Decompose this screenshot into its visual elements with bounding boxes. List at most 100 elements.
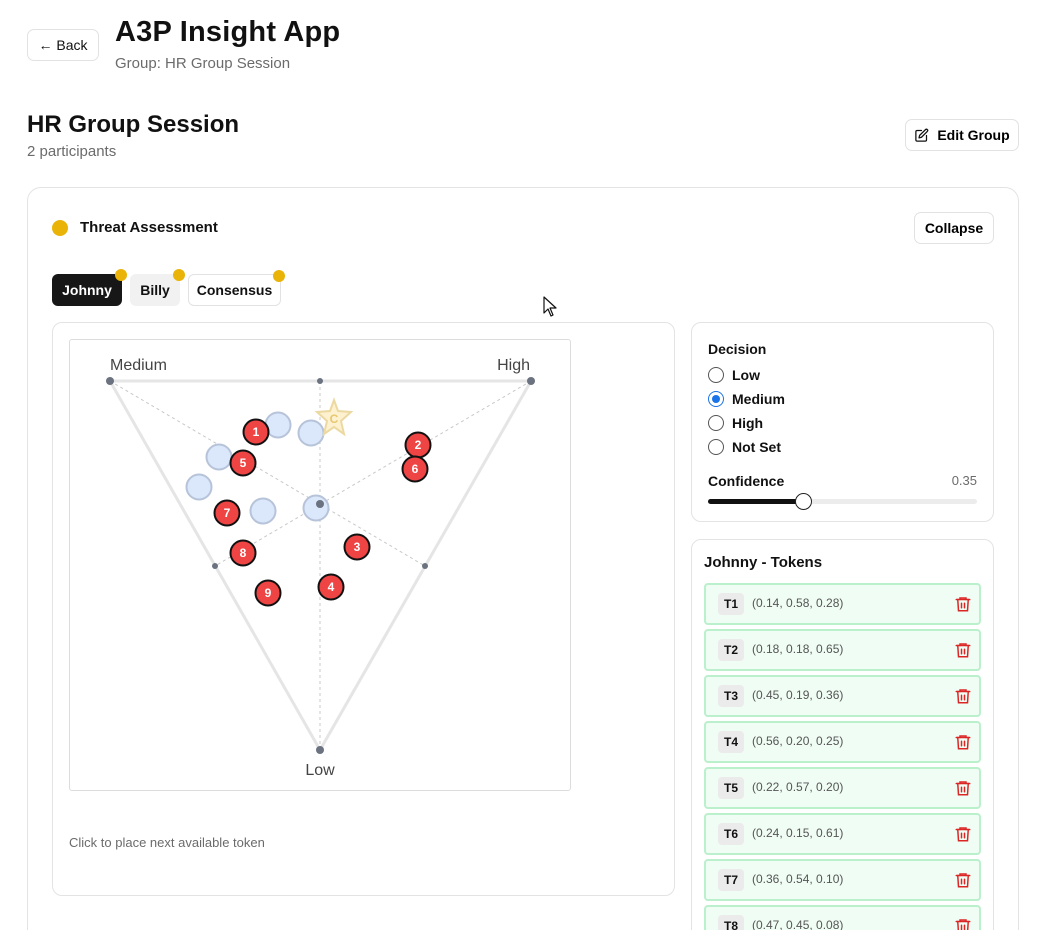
- tab-billy[interactable]: Billy: [130, 269, 185, 306]
- confidence-slider[interactable]: [708, 499, 977, 504]
- decision-panel: [691, 322, 994, 522]
- tab-consensus[interactable]: Consensus: [188, 270, 285, 306]
- radio-button[interactable]: [708, 415, 724, 431]
- token-id: T8: [718, 915, 744, 930]
- consensus-star-icon: C: [314, 397, 354, 437]
- token-id: T7: [718, 869, 744, 891]
- svg-text:7: 7: [224, 506, 231, 520]
- svg-text:9: 9: [265, 586, 272, 600]
- decision-option-medium[interactable]: Medium: [708, 390, 785, 408]
- confidence-slider-fill: [708, 499, 803, 504]
- token-id: T6: [718, 823, 744, 845]
- tab-status-dot: [273, 270, 285, 282]
- token-marker-8[interactable]: 8: [229, 539, 257, 567]
- trash-icon[interactable]: [954, 594, 972, 614]
- svg-text:8: 8: [240, 546, 247, 560]
- token-coords: (0.18, 0.18, 0.65): [752, 642, 844, 656]
- mouse-cursor-icon: [543, 296, 557, 317]
- group-subtitle: Group: HR Group Session: [115, 55, 291, 72]
- token-row[interactable]: T6 (0.24, 0.15, 0.61): [704, 813, 981, 855]
- token-id: T4: [718, 731, 744, 753]
- token-id: T5: [718, 777, 744, 799]
- radio-button[interactable]: [708, 439, 724, 455]
- plot-hint: Click to place next available token: [69, 835, 265, 850]
- edit-group-label: Edit Group: [937, 127, 1010, 143]
- trash-icon[interactable]: [954, 778, 972, 798]
- tab-status-dot: [115, 269, 127, 281]
- token-row[interactable]: T4 (0.56, 0.20, 0.25): [704, 721, 981, 763]
- page-title: HR Group Session: [27, 111, 240, 138]
- trash-icon[interactable]: [954, 916, 972, 930]
- token-marker-5[interactable]: 5: [229, 449, 257, 477]
- tab-label: Billy: [140, 282, 170, 298]
- trash-icon[interactable]: [954, 686, 972, 706]
- svg-text:2: 2: [415, 438, 422, 452]
- collapse-button[interactable]: Collapse: [914, 212, 994, 244]
- vertex-label-medium: Medium: [110, 357, 167, 374]
- confidence-value: 0.35: [951, 473, 977, 488]
- svg-text:5: 5: [240, 456, 247, 470]
- ternary-plot[interactable]: C 1 2 3 4 5 6 7 8 9 Medium High Low: [70, 340, 572, 792]
- status-indicator: [52, 220, 68, 236]
- tab-label: Johnny: [62, 282, 112, 298]
- confidence-label: Confidence: [708, 473, 785, 489]
- token-row[interactable]: T8 (0.47, 0.45, 0.08): [704, 905, 981, 930]
- radio-button[interactable]: [708, 367, 724, 383]
- tab-johnny[interactable]: Johnny: [52, 269, 127, 306]
- svg-text:3: 3: [354, 540, 361, 554]
- token-coords: (0.47, 0.45, 0.08): [752, 918, 844, 930]
- tab-label: Consensus: [196, 282, 273, 298]
- svg-text:4: 4: [328, 580, 335, 594]
- token-marker-4[interactable]: 4: [317, 573, 345, 601]
- token-id: T3: [718, 685, 744, 707]
- token-row[interactable]: T3 (0.45, 0.19, 0.36): [704, 675, 981, 717]
- token-id: T2: [718, 639, 744, 661]
- decision-option-high[interactable]: High: [708, 414, 763, 432]
- consensus-label: C: [330, 412, 339, 426]
- token-coords: (0.22, 0.57, 0.20): [752, 780, 844, 794]
- decision-option-low[interactable]: Low: [708, 366, 760, 384]
- decision-label: Decision: [708, 341, 767, 357]
- token-row[interactable]: T5 (0.22, 0.57, 0.20): [704, 767, 981, 809]
- token-marker-3[interactable]: 3: [343, 533, 371, 561]
- token-row[interactable]: T1 (0.14, 0.58, 0.28): [704, 583, 981, 625]
- ternary-plot-area[interactable]: C 1 2 3 4 5 6 7 8 9 Medium High Low: [69, 339, 571, 791]
- token-coords: (0.56, 0.20, 0.25): [752, 734, 844, 748]
- token-marker-9[interactable]: 9: [254, 579, 282, 607]
- option-label: Low: [732, 367, 760, 383]
- token-marker-2[interactable]: 2: [404, 431, 432, 459]
- token-coords: (0.36, 0.54, 0.10): [752, 872, 844, 886]
- trash-icon[interactable]: [954, 732, 972, 752]
- svg-text:1: 1: [253, 425, 260, 439]
- token-marker-1[interactable]: 1: [242, 418, 270, 446]
- token-coords: (0.24, 0.15, 0.61): [752, 826, 844, 840]
- plot-panel: [52, 322, 675, 896]
- participant-count: 2 participants: [27, 143, 117, 160]
- token-row[interactable]: T2 (0.18, 0.18, 0.65): [704, 629, 981, 671]
- option-label: High: [732, 415, 764, 431]
- trash-icon[interactable]: [954, 640, 972, 660]
- tab-status-dot: [173, 269, 185, 281]
- option-label: Medium: [732, 391, 785, 407]
- trash-icon[interactable]: [954, 824, 972, 844]
- vertex-label-high: High: [497, 357, 530, 374]
- token-id: T1: [718, 593, 744, 615]
- token-marker-7[interactable]: 7: [213, 499, 241, 527]
- option-label: Not Set: [732, 439, 781, 455]
- trash-icon[interactable]: [954, 870, 972, 890]
- edit-icon: [915, 128, 929, 142]
- token-coords: (0.14, 0.58, 0.28): [752, 596, 844, 610]
- back-button[interactable]: ← Back: [27, 29, 99, 61]
- token-row[interactable]: T7 (0.36, 0.54, 0.10): [704, 859, 981, 901]
- edit-group-button[interactable]: Edit Group: [905, 119, 1019, 151]
- tokens-title: Johnny - Tokens: [704, 554, 823, 571]
- token-coords: (0.45, 0.19, 0.36): [752, 688, 844, 702]
- vertex-label-low: Low: [305, 762, 335, 779]
- radio-button[interactable]: [708, 391, 724, 407]
- svg-text:6: 6: [412, 462, 419, 476]
- decision-option-not-set[interactable]: Not Set: [708, 438, 781, 456]
- app-title: A3P Insight App: [115, 16, 341, 48]
- section-title: Threat Assessment: [80, 219, 218, 236]
- confidence-slider-handle[interactable]: [795, 493, 812, 510]
- token-marker-6[interactable]: 6: [401, 455, 429, 483]
